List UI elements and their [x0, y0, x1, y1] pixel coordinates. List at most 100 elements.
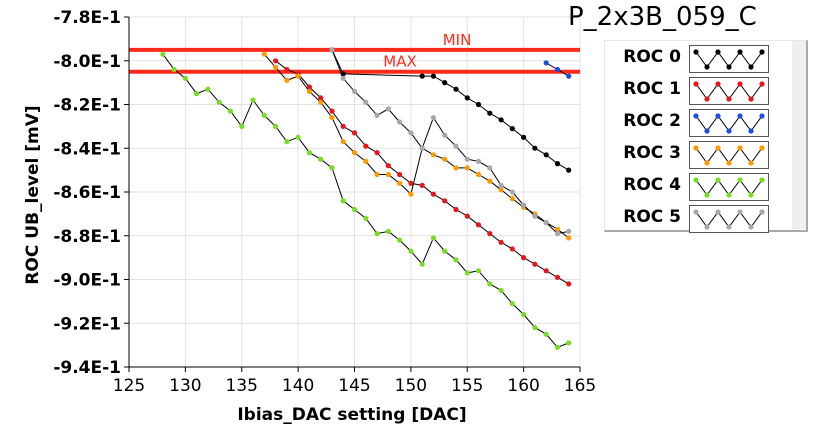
data-point: [509, 189, 515, 195]
data-point: [385, 228, 391, 234]
data-point: [464, 95, 470, 101]
data-point: [487, 178, 493, 184]
data-point: [318, 95, 324, 101]
legend-swatch-graphic: [693, 49, 765, 70]
data-point: [521, 202, 527, 208]
data-point: [453, 86, 459, 92]
data-point: [397, 237, 403, 243]
data-point: [509, 301, 515, 307]
data-point: [509, 246, 515, 252]
data-point: [532, 145, 538, 151]
data-point: [306, 84, 312, 90]
data-point: [273, 58, 279, 64]
legend-item-roc-4: ROC 4: [605, 172, 805, 202]
data-point: [475, 171, 482, 178]
data-point: [554, 344, 561, 350]
y-tick-label: -9.4E-1: [53, 358, 121, 378]
legend-item-roc-2: ROC 2: [605, 108, 805, 138]
x-tick-label: 155: [451, 376, 483, 396]
data-point: [340, 123, 346, 129]
data-point: [430, 73, 436, 79]
data-point: [487, 165, 493, 171]
data-point: [475, 268, 482, 274]
legend-swatch: [689, 109, 769, 137]
data-point: [261, 51, 267, 57]
data-point: [306, 88, 312, 94]
legend-label: ROC 2: [623, 111, 681, 131]
x-tick-label: 130: [169, 376, 201, 396]
data-point: [543, 220, 549, 226]
y-tick-label: -8.6E-1: [53, 183, 121, 203]
chart-title: P_2x3B_059_C: [568, 2, 757, 32]
data-point: [329, 47, 335, 53]
data-point: [419, 145, 425, 151]
legend-swatch: [689, 173, 769, 201]
data-point: [554, 274, 561, 280]
data-point: [430, 191, 436, 197]
legend-swatch: [689, 45, 769, 73]
data-point: [216, 99, 222, 105]
data-point: [509, 126, 515, 132]
data-point: [532, 213, 538, 219]
data-point: [521, 255, 527, 261]
data-point: [566, 228, 572, 234]
y-axis-label: ROC UB_level [mV]: [23, 105, 43, 284]
data-point: [284, 139, 290, 145]
data-point: [543, 152, 549, 158]
data-point: [464, 165, 470, 171]
data-point: [171, 66, 177, 73]
data-point: [554, 226, 561, 232]
series-line: [263, 53, 570, 239]
x-axis-label: Ibias_DAC setting [DAC]: [237, 405, 466, 425]
data-point: [543, 60, 549, 66]
data-point: [408, 248, 414, 254]
y-tick-label: -8.2E-1: [53, 96, 121, 116]
data-point: [430, 152, 436, 158]
y-tick-label: -9.2E-1: [53, 314, 121, 334]
legend-item-roc-3: ROC 3: [605, 140, 805, 170]
data-point: [351, 88, 358, 94]
legend-label: ROC 3: [623, 143, 681, 163]
data-point: [227, 108, 234, 114]
legend: ROC 0 ROC 1 ROC 2 ROC 3 ROC 4 ROC 5: [604, 40, 808, 234]
x-tick-label: 125: [113, 376, 145, 396]
data-point: [408, 191, 414, 197]
legend-swatch-graphic: [693, 209, 765, 230]
data-point: [408, 130, 414, 136]
series-line: [331, 49, 569, 235]
series-layer: [160, 47, 572, 350]
legend-item-roc-5: ROC 5: [605, 204, 805, 234]
data-point: [351, 130, 358, 136]
legend-label: ROC 1: [623, 79, 681, 99]
series-roc-1: [273, 58, 572, 287]
x-tick-label: 150: [395, 376, 427, 396]
data-point: [385, 163, 391, 169]
data-point: [498, 182, 504, 188]
legend-item-roc-1: ROC 1: [605, 76, 805, 106]
y-ticks: -7.8E-1 -8.0E-1 -8.2E-1 -8.4E-1 -8.6E-1 -8.8E…: [53, 8, 129, 378]
data-point: [261, 112, 267, 118]
y-tick-label: -8.8E-1: [53, 227, 121, 247]
data-point: [419, 73, 425, 79]
series-roc-5: [329, 47, 572, 237]
data-point: [554, 66, 561, 73]
data-point: [453, 257, 459, 263]
data-point: [498, 239, 504, 245]
legend-scrollbar[interactable]: [792, 41, 806, 229]
data-point: [351, 206, 358, 213]
x-tick-label: 135: [226, 376, 258, 396]
data-point: [532, 261, 538, 267]
data-point: [566, 281, 572, 287]
data-point: [509, 196, 515, 202]
data-point: [194, 91, 200, 97]
data-point: [273, 64, 279, 70]
data-point: [318, 99, 324, 105]
y-tick-label: -7.8E-1: [53, 8, 121, 28]
data-point: [543, 268, 549, 274]
legend-item-roc-0: ROC 0: [605, 44, 805, 74]
data-point: [554, 231, 561, 237]
data-point: [329, 115, 335, 121]
x-tick-label: 165: [564, 376, 596, 396]
data-point: [566, 167, 572, 173]
